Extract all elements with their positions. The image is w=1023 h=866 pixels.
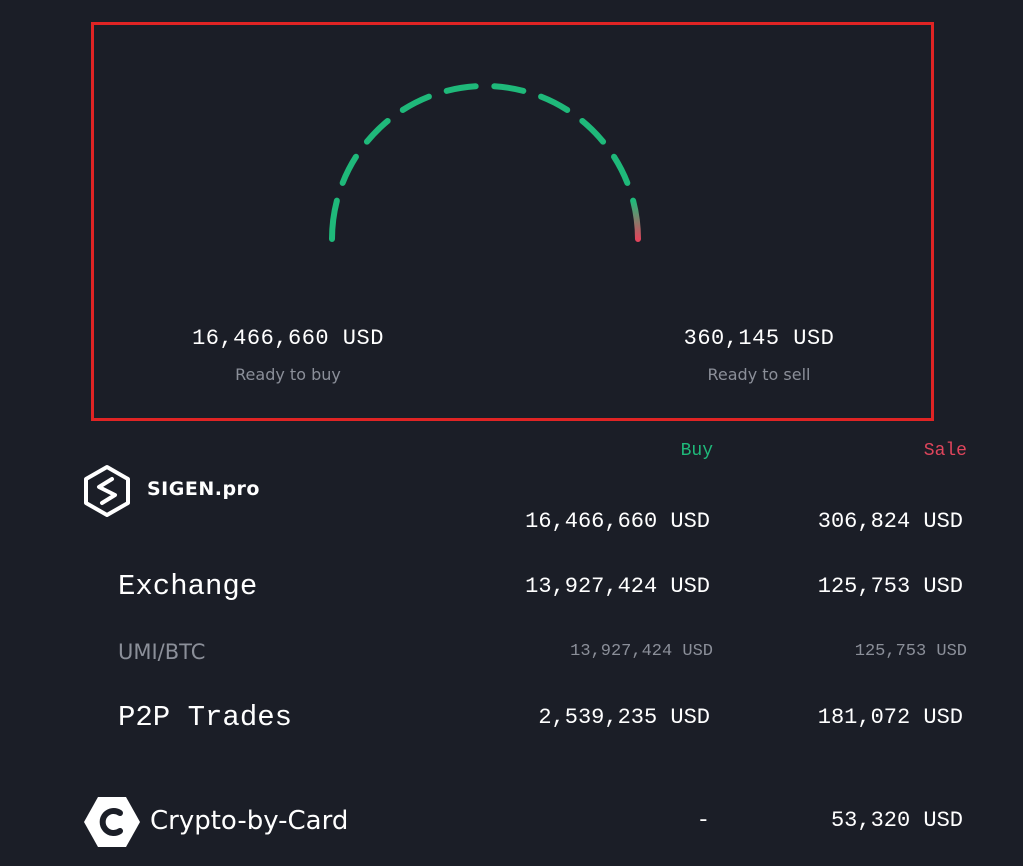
- ready-to-buy-caption: Ready to buy: [235, 365, 341, 384]
- ready-to-sell-amount: 360,145 USD: [683, 326, 835, 351]
- brand-name: SIGEN.pro: [147, 478, 260, 500]
- gauge-segment: [491, 83, 527, 94]
- ready-to-sell-stat: 360,145 USD Ready to sell: [629, 326, 889, 384]
- pair-buy-value: 13,927,424 USD: [570, 642, 713, 661]
- total-sale-value: 306,824 USD: [817, 509, 963, 534]
- gauge-segment: [538, 93, 571, 113]
- pair-label: UMI/BTC: [118, 640, 206, 664]
- gauge-segment: [339, 153, 359, 186]
- liquidity-gauge: [329, 83, 641, 242]
- gauge-segment: [611, 153, 631, 186]
- gauge-segment: [579, 117, 607, 145]
- p2p-buy-value: 2,539,235 USD: [538, 705, 710, 730]
- liquidity-gauge-card: 16,466,660 USD Ready to buy 360,145 USD …: [91, 22, 934, 421]
- crypto-by-card-label: Crypto-by-Card: [150, 806, 349, 836]
- sale-column-header: Sale: [923, 441, 967, 461]
- gauge-segment: [363, 117, 391, 145]
- gauge-segment: [443, 83, 479, 94]
- card-buy-value: -: [696, 808, 710, 833]
- ready-to-buy-stat: 16,466,660 USD Ready to buy: [158, 326, 418, 384]
- total-buy-value: 16,466,660 USD: [525, 509, 710, 534]
- exchange-sale-value: 125,753 USD: [817, 574, 963, 599]
- ready-to-buy-amount: 16,466,660 USD: [192, 326, 384, 351]
- p2p-trades-label: P2P Trades: [118, 701, 293, 734]
- ready-to-sell-caption: Ready to sell: [707, 365, 811, 384]
- pair-sale-value: 125,753 USD: [854, 642, 967, 661]
- card-sale-value: 53,320 USD: [830, 808, 963, 833]
- gauge-segment: [329, 197, 340, 242]
- sigen-logo-icon: [84, 465, 130, 517]
- buy-column-header: Buy: [680, 441, 713, 461]
- gauge-segment: [399, 93, 432, 113]
- exchange-buy-value: 13,927,424 USD: [525, 574, 710, 599]
- p2p-sale-value: 181,072 USD: [817, 705, 963, 730]
- exchange-label: Exchange: [118, 570, 258, 603]
- gauge-segment: [630, 197, 641, 242]
- crypto-card-logo-icon: [84, 797, 140, 847]
